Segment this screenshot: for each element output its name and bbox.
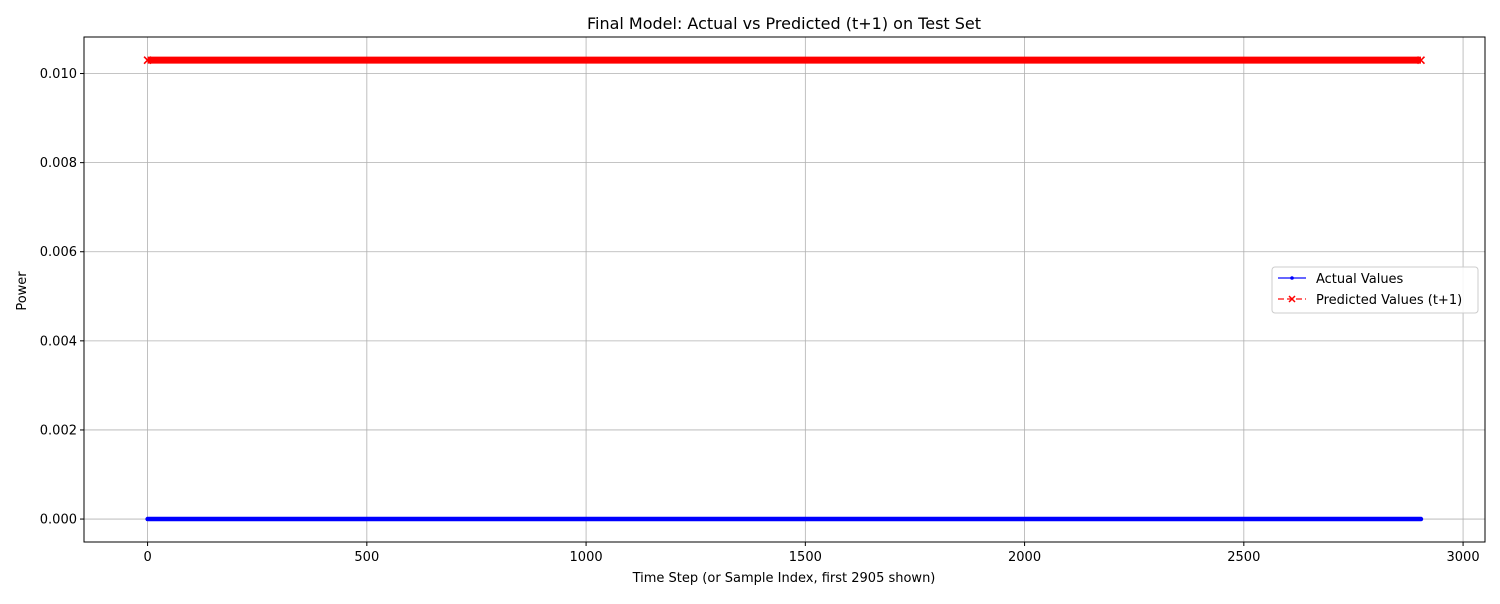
series-marker-x — [1416, 56, 1426, 65]
x-tick-label: 500 — [354, 550, 379, 565]
x-tick-label: 1000 — [570, 550, 603, 565]
grid — [84, 37, 1485, 542]
legend-actual-marker — [1290, 276, 1294, 280]
y-axis-label: Power — [15, 271, 30, 311]
y-ticks: 0.000 0.002 0.004 0.006 0.008 0.010 — [40, 67, 84, 528]
series-predicted-values-t-1 — [143, 56, 1426, 65]
chart-title: Final Model: Actual vs Predicted (t+1) o… — [587, 14, 981, 33]
x-tick-label: 0 — [143, 550, 151, 565]
y-tick-label: 0.000 — [40, 513, 77, 528]
x-ticks: 0 500 1000 1500 2000 2500 3000 — [143, 542, 1480, 565]
series-marker-x — [143, 56, 152, 65]
legend-predicted-label: Predicted Values (t+1) — [1316, 293, 1462, 308]
legend-predicted-marker — [1288, 295, 1296, 303]
y-tick-label: 0.006 — [40, 245, 77, 260]
x-tick-label: 2500 — [1227, 550, 1260, 565]
y-tick-label: 0.004 — [40, 334, 77, 349]
y-tick-label: 0.002 — [40, 423, 77, 438]
x-tick-label: 1500 — [789, 550, 822, 565]
x-tick-label: 2000 — [1008, 550, 1041, 565]
series-layer — [143, 56, 1426, 522]
x-tick-label: 3000 — [1447, 550, 1480, 565]
y-tick-label: 0.010 — [40, 67, 77, 82]
legend-actual-label: Actual Values — [1316, 272, 1404, 287]
legend: Actual Values Predicted Values (t+1) — [1271, 266, 1479, 314]
plot-frame — [83, 36, 1486, 543]
legend-box — [1271, 266, 1479, 314]
y-tick-label: 0.008 — [40, 156, 77, 171]
x-axis-label: Time Step (or Sample Index, first 2905 s… — [632, 571, 936, 586]
